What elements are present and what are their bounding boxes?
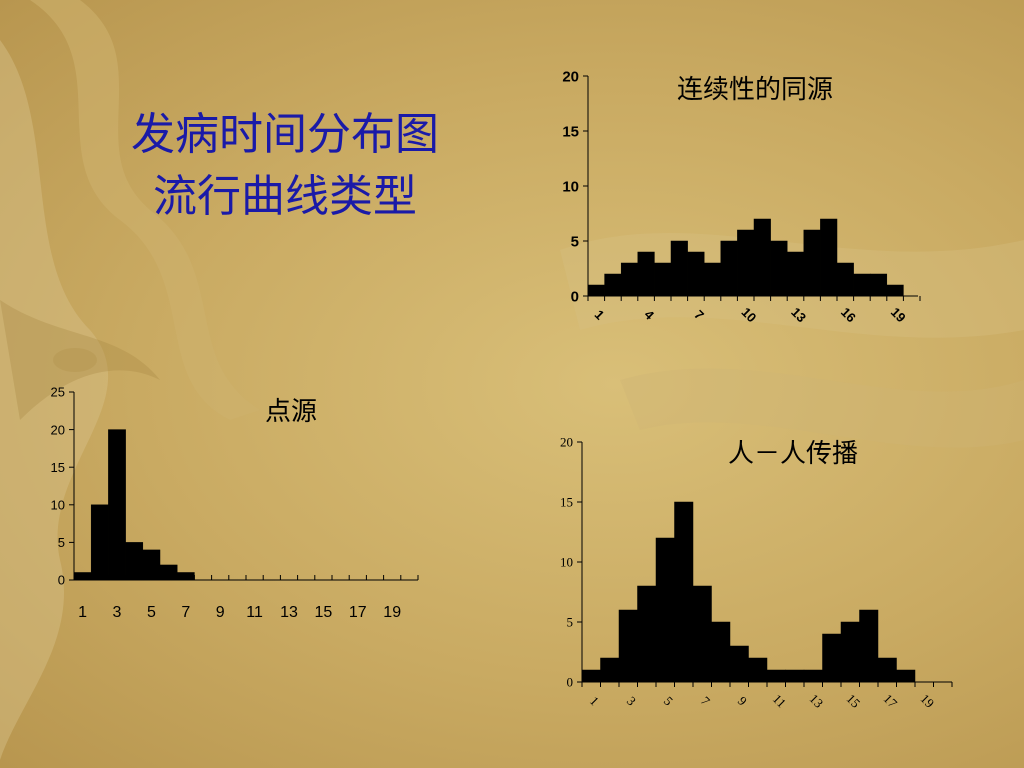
- y-tick-label: 0: [58, 573, 65, 588]
- bar: [896, 669, 916, 683]
- x-tick-label: 4: [641, 307, 657, 323]
- y-tick-label: 20: [560, 435, 573, 450]
- y-tick-label: 0: [571, 288, 579, 305]
- bar: [159, 564, 178, 581]
- x-tick-label: 5: [147, 604, 156, 621]
- bar: [670, 240, 688, 297]
- bar: [859, 609, 879, 683]
- bar: [600, 657, 620, 683]
- x-tick-label: 9: [216, 604, 225, 621]
- bar: [836, 262, 854, 297]
- bar: [840, 621, 860, 683]
- x-tick-label: 13: [807, 691, 827, 711]
- y-tick-label: 10: [560, 555, 573, 570]
- x-tick-label: 11: [246, 604, 263, 621]
- y-tick-label: 15: [560, 495, 573, 510]
- x-tick-label: 13: [280, 604, 298, 621]
- bar: [886, 284, 904, 297]
- chart-title: 点源: [265, 397, 317, 427]
- x-tick-label: 19: [888, 304, 909, 325]
- bar: [587, 284, 605, 297]
- bar: [125, 542, 144, 581]
- y-tick-label: 0: [567, 675, 574, 690]
- y-tick-label: 5: [571, 233, 579, 250]
- chart-title: 连续性的同源: [677, 75, 833, 105]
- bar: [637, 585, 657, 683]
- y-tick-label: 5: [567, 615, 574, 630]
- x-tick-label: 1: [587, 693, 602, 708]
- bar: [90, 504, 109, 581]
- slide-title-line1: 发病时间分布图: [131, 109, 439, 160]
- bar: [674, 501, 694, 683]
- y-tick-label: 10: [51, 497, 65, 512]
- y-tick-label: 5: [58, 535, 65, 550]
- y-tick-label: 20: [562, 68, 579, 85]
- y-tick-label: 15: [51, 460, 65, 475]
- x-tick-label: 17: [881, 691, 901, 711]
- x-tick-label: 11: [770, 691, 789, 710]
- x-tick-label: 16: [838, 304, 859, 325]
- y-tick-label: 10: [562, 178, 579, 195]
- bar: [108, 429, 126, 581]
- x-tick-label: 19: [383, 604, 401, 621]
- bar: [869, 273, 888, 297]
- bar: [581, 669, 601, 683]
- bar: [748, 657, 768, 683]
- bar: [176, 572, 195, 581]
- y-tick-label: 20: [51, 422, 65, 437]
- bar: [654, 262, 672, 297]
- bar: [822, 633, 842, 683]
- bar: [753, 218, 771, 297]
- bar: [604, 273, 622, 297]
- slide-title-line2: 流行曲线类型: [153, 171, 417, 222]
- bar: [142, 549, 161, 581]
- y-tick-label: 25: [51, 385, 65, 400]
- bar: [853, 273, 871, 297]
- bar: [785, 669, 805, 683]
- x-tick-label: 19: [918, 691, 938, 711]
- bar: [73, 572, 92, 581]
- x-tick-label: 15: [315, 604, 333, 621]
- bar: [637, 251, 655, 297]
- bar: [766, 669, 786, 683]
- bar: [803, 669, 823, 683]
- x-tick-label: 9: [735, 693, 750, 708]
- bar: [820, 218, 838, 297]
- x-tick-label: 10: [738, 304, 759, 325]
- bar: [687, 251, 705, 297]
- x-tick-label: 5: [661, 693, 676, 708]
- bar: [703, 262, 722, 297]
- x-tick-label: 7: [691, 307, 707, 323]
- bar: [729, 645, 749, 683]
- x-tick-label: 7: [698, 693, 714, 709]
- x-tick-label: 3: [624, 693, 639, 708]
- bar: [877, 657, 897, 683]
- x-tick-label: 17: [349, 604, 367, 621]
- x-tick-label: 15: [844, 691, 864, 711]
- x-tick-label: 13: [788, 304, 809, 325]
- x-tick-label: 1: [592, 307, 608, 323]
- bar: [618, 609, 638, 683]
- bar: [711, 621, 731, 683]
- bar: [737, 229, 755, 297]
- bar: [655, 537, 675, 683]
- chart-continuous-common-source: 连续性的同源 0 5 10 15 20 1 4 7 10 13 16 19: [562, 68, 921, 325]
- chart-title: 人－人传播: [728, 439, 858, 469]
- bar: [770, 240, 788, 297]
- bar: [720, 240, 738, 297]
- bar: [786, 251, 805, 297]
- x-tick-label: 7: [181, 604, 190, 621]
- slide-title: 发病时间分布图 流行曲线类型: [80, 104, 490, 228]
- bar: [620, 262, 639, 297]
- x-tick-label: 1: [78, 604, 87, 621]
- bar: [692, 585, 712, 683]
- bar: [803, 229, 821, 297]
- x-tick-label: 3: [113, 604, 122, 621]
- y-tick-label: 15: [562, 123, 579, 140]
